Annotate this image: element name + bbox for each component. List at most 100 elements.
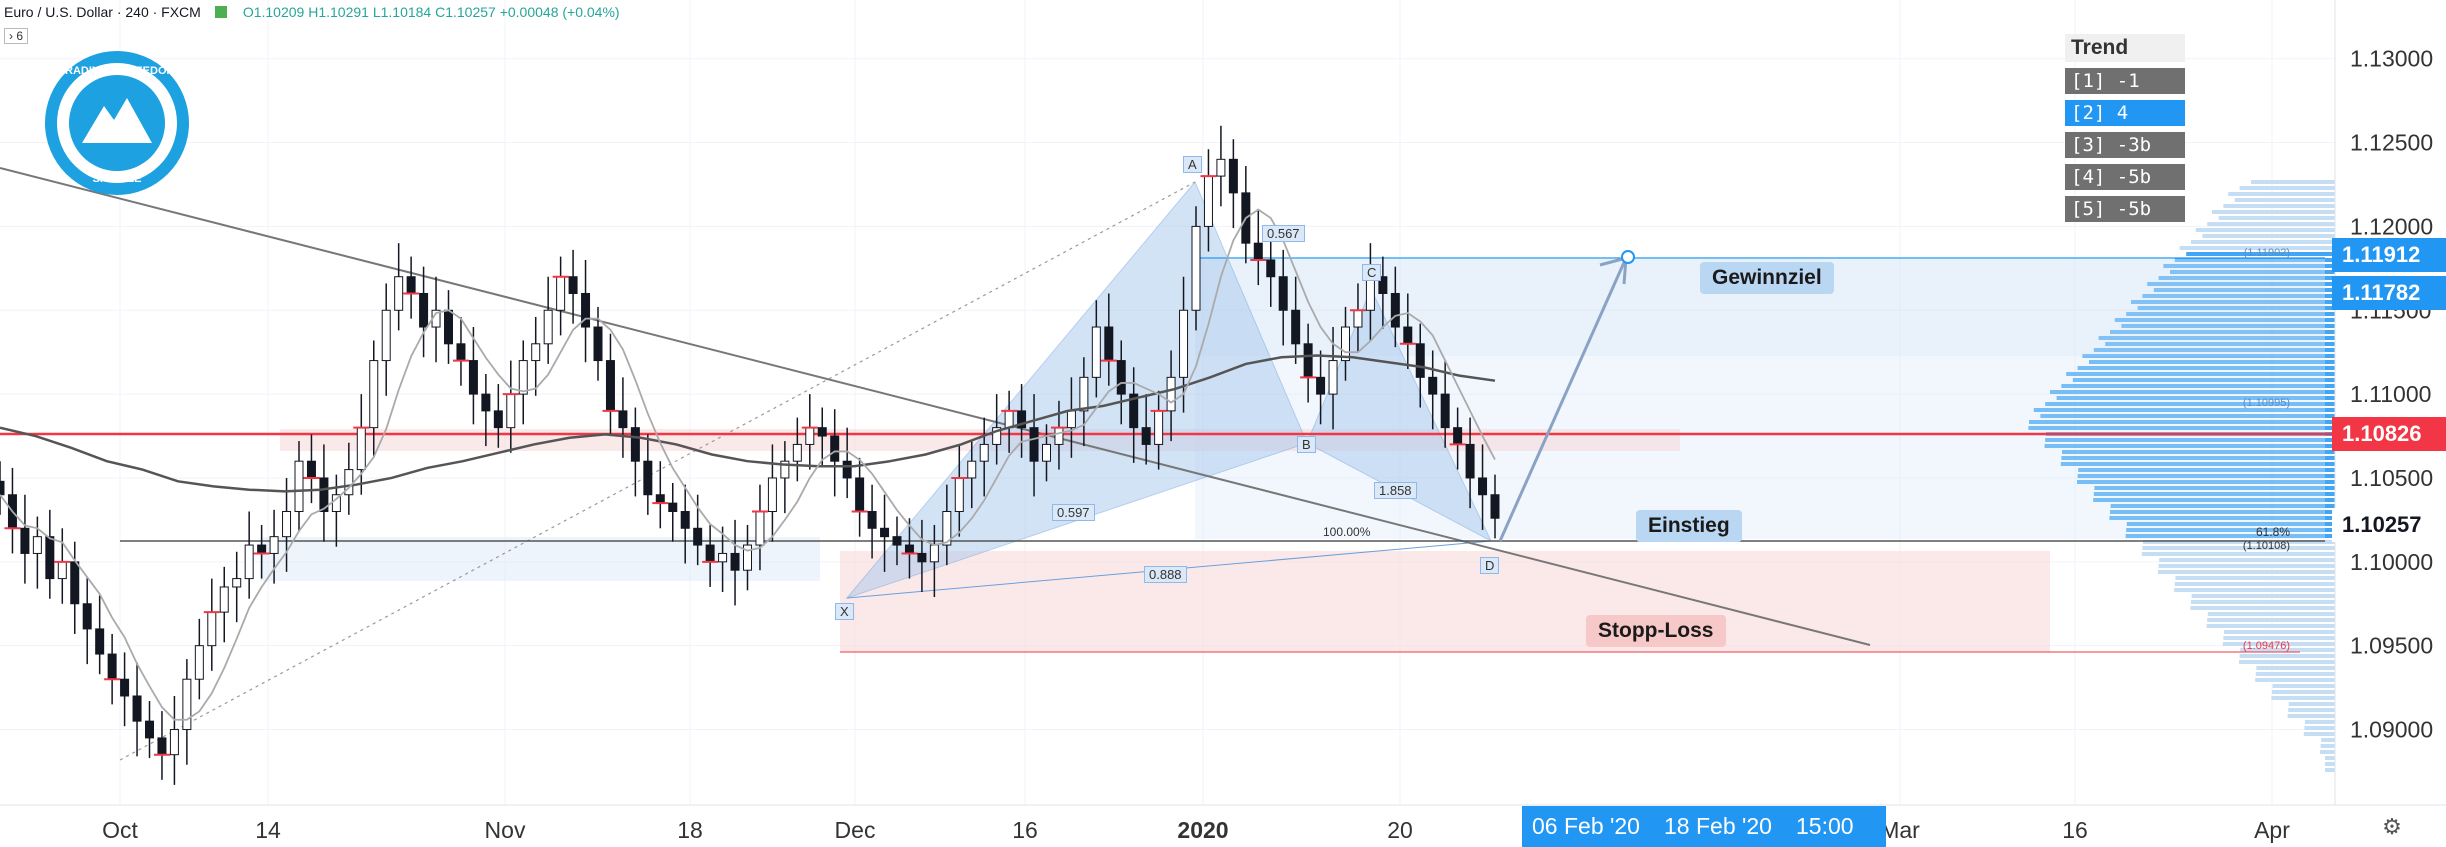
candle-body bbox=[817, 427, 827, 437]
moving-average-slow bbox=[0, 354, 1496, 493]
volume-profile-bar bbox=[2131, 300, 2335, 304]
price-tick-label: 1.10500 bbox=[2350, 465, 2433, 491]
price-tick-label: 1.12500 bbox=[2350, 130, 2433, 156]
logo-top-text: TRADING 4 FREEDOM bbox=[58, 65, 175, 77]
candle-body bbox=[904, 544, 914, 554]
candle-body bbox=[767, 477, 777, 513]
candle-body bbox=[107, 653, 117, 680]
entry-tag[interactable]: Einstieg bbox=[1636, 510, 1742, 542]
candle-body bbox=[232, 578, 242, 588]
price-label-current: 1.10257 bbox=[2332, 508, 2446, 542]
volume-profile-bar bbox=[2093, 492, 2335, 496]
volume-profile-bar bbox=[2239, 186, 2335, 190]
level-entry: (1.10108) bbox=[2243, 540, 2290, 552]
volume-profile-bar bbox=[2094, 486, 2335, 490]
candle-body bbox=[718, 552, 728, 563]
volume-profile-bar bbox=[2044, 444, 2335, 448]
time-chip-time: 15:00 bbox=[1786, 806, 1886, 847]
candle-body bbox=[880, 527, 890, 538]
trendline bbox=[0, 167, 1871, 646]
candle-body bbox=[1116, 360, 1126, 395]
candle-body bbox=[680, 511, 690, 529]
ohlc-values: O1.10209 H1.10291 L1.10184 C1.10257 +0.0… bbox=[242, 4, 620, 20]
candle-body bbox=[1465, 443, 1475, 479]
volume-profile-bar bbox=[2137, 306, 2335, 310]
volume-profile-bar bbox=[2082, 354, 2335, 358]
volume-profile-bar bbox=[2272, 690, 2335, 694]
volume-profile-bar bbox=[2126, 312, 2335, 316]
candle-body bbox=[954, 477, 964, 513]
trading4freedom-logo: TRADING 4 FREEDOM SIGNALE bbox=[45, 51, 189, 195]
candle-body bbox=[967, 460, 977, 479]
volume-profile-bar bbox=[2325, 768, 2335, 772]
symbol-header[interactable]: Euro / U.S. Dollar · 240 · FXCM O1.10209… bbox=[4, 4, 620, 20]
volume-profile-bar bbox=[2158, 564, 2335, 568]
stop-tag[interactable]: Stopp-Loss bbox=[1586, 615, 1726, 647]
volume-profile-bar bbox=[2195, 228, 2335, 232]
volume-profile-bar bbox=[2190, 606, 2335, 610]
candlesticks bbox=[0, 125, 1500, 785]
volume-profile-bar bbox=[2125, 534, 2335, 538]
volume-profile-bar bbox=[2321, 738, 2335, 742]
volume-profile-bar bbox=[2222, 642, 2335, 646]
volume-profile-bar bbox=[2121, 324, 2335, 328]
volume-profile-bar bbox=[2126, 528, 2335, 532]
candle-body bbox=[581, 292, 591, 328]
candle-body bbox=[194, 645, 204, 680]
candle-body bbox=[169, 729, 179, 756]
volume-profile-bar bbox=[2105, 342, 2335, 346]
candle-body bbox=[1440, 393, 1450, 429]
volume-profile-bar bbox=[2255, 678, 2335, 682]
candle-body bbox=[207, 611, 217, 647]
candle-body bbox=[1029, 427, 1039, 462]
settings-gear-icon[interactable]: ⚙ bbox=[2382, 814, 2402, 839]
market-status-icon bbox=[214, 6, 227, 18]
volume-profile-bar bbox=[2142, 546, 2335, 550]
volume-profile-bar bbox=[2272, 684, 2335, 688]
candle-body bbox=[95, 628, 105, 655]
candle-body bbox=[1079, 376, 1089, 412]
candle-body bbox=[1253, 242, 1263, 261]
volume-profile-bar bbox=[2153, 288, 2335, 292]
volume-profile-bar bbox=[2078, 468, 2335, 472]
candle-body bbox=[506, 393, 516, 429]
candle-body bbox=[892, 536, 902, 546]
indicators-collapse-button[interactable]: › 6 bbox=[4, 28, 29, 44]
volume-profile-bar bbox=[2179, 246, 2335, 250]
price-label-line: 1.10826 bbox=[2332, 417, 2446, 451]
pattern-point-d: D bbox=[1480, 557, 1500, 574]
candle-body bbox=[493, 410, 503, 429]
candle-body bbox=[219, 586, 229, 613]
symbol-title[interactable]: Euro / U.S. Dollar · 240 · FXCM bbox=[4, 4, 201, 20]
volume-profile-bar bbox=[2158, 570, 2335, 574]
ratio-xd: 0.888 bbox=[1144, 566, 1187, 583]
candle-body bbox=[1478, 477, 1488, 496]
volume-profile-bar bbox=[2028, 426, 2335, 430]
time-axis[interactable]: Oct 14 Nov 18 Dec 16 2020 20 Mar 16 Apr bbox=[102, 817, 2290, 843]
logo-bottom-text: SIGNALE bbox=[93, 173, 142, 185]
volume-profile-bar bbox=[2056, 396, 2335, 400]
volume-profile-bar bbox=[2098, 336, 2335, 340]
candle-body bbox=[643, 460, 653, 496]
price-axis[interactable]: 1.135001.130001.125001.120001.115001.110… bbox=[2350, 0, 2433, 743]
candle-body bbox=[269, 536, 279, 554]
volume-profile-bar bbox=[2077, 480, 2335, 484]
trend-row: [5] -5b bbox=[2065, 196, 2185, 222]
candle-body bbox=[120, 678, 130, 697]
volume-profile-bar bbox=[2072, 378, 2335, 382]
candle-body bbox=[1390, 292, 1400, 328]
volume-profile-bar bbox=[2110, 510, 2335, 514]
candle-body bbox=[855, 477, 865, 513]
trend-table: Trend [1] -1 [2] 4 [3] -3b [4] -5b [5] -… bbox=[2065, 34, 2185, 222]
target-tag[interactable]: Gewinnziel bbox=[1700, 262, 1834, 294]
volume-profile-bar bbox=[2062, 450, 2335, 454]
volume-profile-bar bbox=[2305, 720, 2335, 724]
candle-body bbox=[1291, 309, 1301, 345]
volume-profile-bar bbox=[2142, 294, 2335, 298]
volume-profile-bar bbox=[2320, 750, 2335, 754]
candle-body bbox=[979, 443, 989, 462]
volume-profile-bar bbox=[2239, 660, 2335, 664]
trend-row: [1] -1 bbox=[2065, 68, 2185, 94]
volume-profile-bar bbox=[2228, 192, 2335, 196]
